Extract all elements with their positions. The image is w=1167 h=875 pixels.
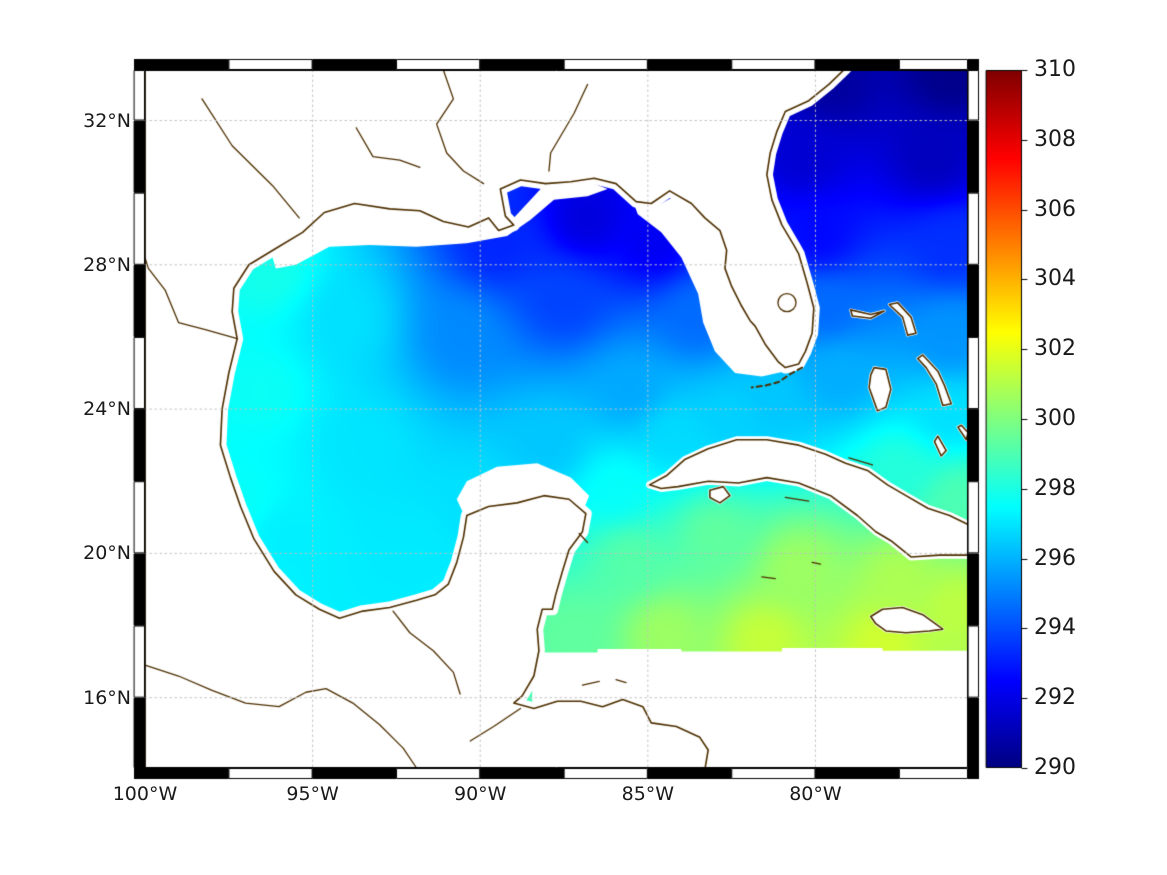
figure: 100°W 95°W 90°W 85°W 80°W 16°N 20°N 24°N 28°N 32°…: [0, 0, 1167, 875]
map-plot-canvas: [0, 0, 1167, 875]
